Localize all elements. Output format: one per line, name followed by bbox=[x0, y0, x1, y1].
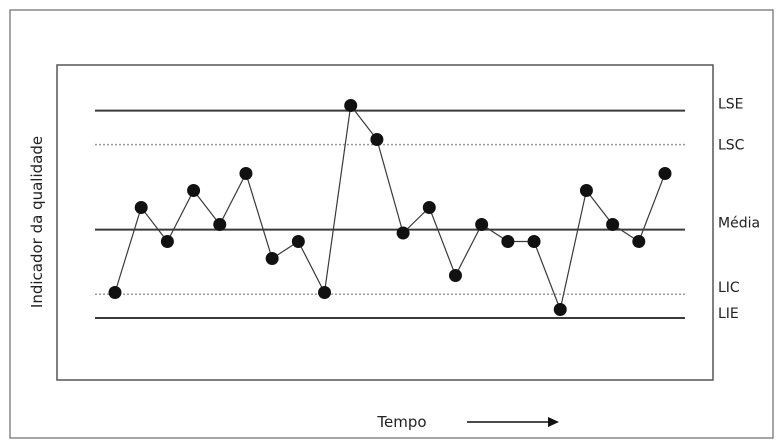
data-point-7 bbox=[291, 235, 305, 248]
data-point-12 bbox=[422, 201, 436, 214]
data-point-5 bbox=[239, 167, 253, 180]
control-labels-group: LSE LSC Média LIC LIE bbox=[718, 97, 760, 322]
data-point-10 bbox=[370, 133, 384, 146]
data-point-2 bbox=[160, 235, 174, 248]
data-point-1 bbox=[134, 201, 148, 214]
control-line-label-4: LIE bbox=[718, 306, 739, 322]
data-point-16 bbox=[527, 235, 541, 248]
data-point-20 bbox=[632, 235, 646, 248]
control-line-label-1: LSC bbox=[718, 138, 745, 154]
data-point-18 bbox=[579, 184, 593, 197]
control-line-label-3: LIC bbox=[718, 280, 740, 296]
data-point-4 bbox=[213, 218, 227, 231]
data-point-19 bbox=[606, 218, 620, 231]
data-point-14 bbox=[475, 218, 489, 231]
data-point-6 bbox=[265, 252, 279, 265]
data-point-11 bbox=[396, 226, 410, 240]
data-point-9 bbox=[344, 99, 358, 112]
plot-area bbox=[56, 64, 714, 381]
x-axis-label: Tempo bbox=[376, 413, 426, 431]
data-point-8 bbox=[318, 286, 332, 299]
data-point-15 bbox=[501, 235, 515, 248]
data-point-13 bbox=[448, 269, 462, 282]
series-line bbox=[114, 104, 666, 312]
data-point-0 bbox=[108, 286, 122, 299]
control-line-label-0: LSE bbox=[718, 97, 744, 113]
data-point-3 bbox=[187, 184, 201, 197]
data-point-21 bbox=[658, 167, 672, 180]
y-axis-label: Indicador da qualidade bbox=[28, 136, 46, 308]
control-line-label-2: Média bbox=[718, 216, 760, 232]
series-group bbox=[108, 99, 672, 316]
right-arrow-icon bbox=[467, 417, 559, 427]
control-lines-group bbox=[95, 109, 685, 319]
data-point-17 bbox=[553, 303, 567, 316]
